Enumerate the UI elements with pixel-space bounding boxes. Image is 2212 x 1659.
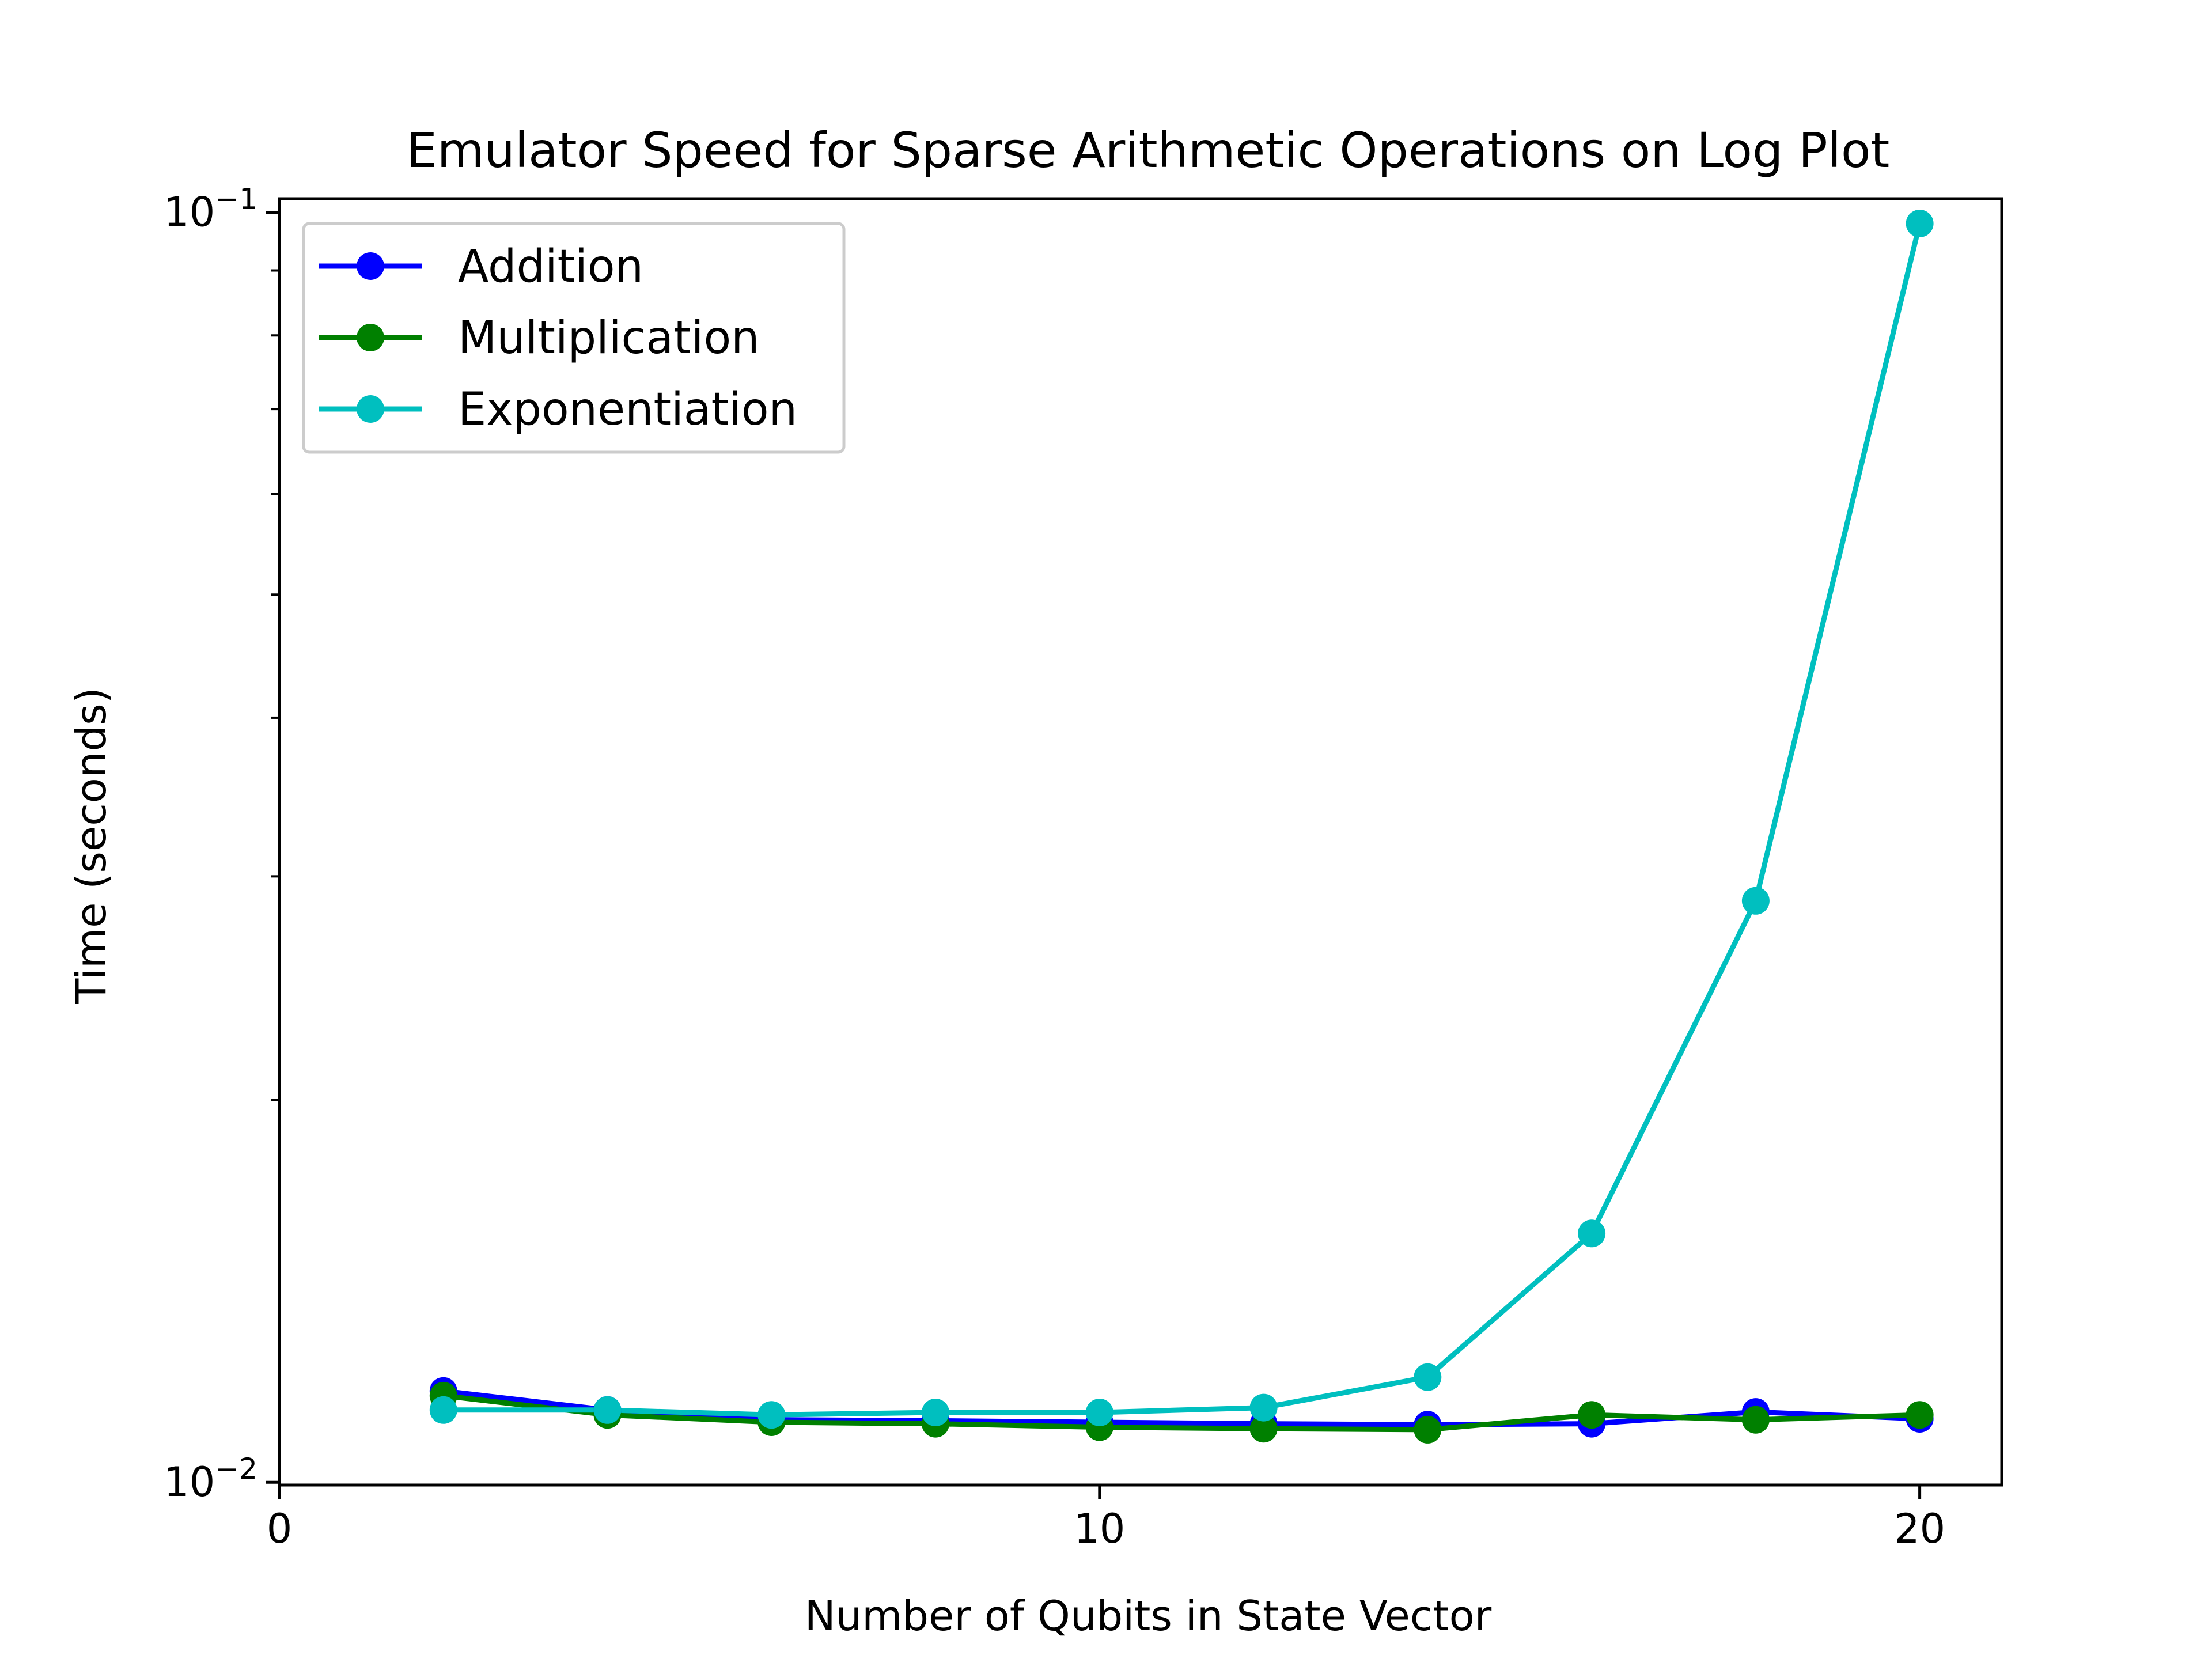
y-axis-label: Time (seconds)	[67, 687, 115, 1005]
data-point-1-7	[1578, 1401, 1606, 1429]
data-point-2-5	[1249, 1393, 1278, 1422]
data-point-1-8	[1741, 1406, 1770, 1434]
data-point-2-3	[922, 1399, 949, 1426]
data-point-1-5	[1249, 1415, 1278, 1443]
legend-frame	[302, 222, 846, 454]
data-point-2-8	[1741, 887, 1770, 915]
x-tick-label-1: 10	[1074, 1505, 1125, 1552]
y-tick-label-1: 10−1	[164, 183, 257, 236]
data-point-1-9	[1906, 1401, 1934, 1429]
data-point-1-6	[1414, 1415, 1442, 1444]
legend: Addition Multiplication Exponentiation	[302, 222, 846, 454]
x-axis-label: Number of Qubits in State Vector	[805, 1592, 1492, 1640]
series-line-2	[443, 222, 1922, 1418]
x-tick-label-0: 0	[267, 1505, 293, 1552]
plot-area: 0 10 20 10−2 10−1	[164, 183, 2003, 1552]
y-tick-label-0: 10−2	[164, 1452, 257, 1506]
series-line-1	[443, 1393, 1920, 1433]
legend-marker-2	[357, 395, 384, 423]
plot-frame	[278, 197, 2003, 1487]
chart-title: Emulator Speed for Sparse Arithmetic Ope…	[407, 122, 1890, 179]
data-point-2-4	[1085, 1399, 1113, 1426]
legend-marker-0	[357, 252, 384, 280]
legend-label-1: Multiplication	[458, 312, 760, 364]
data-point-2-7	[1578, 1219, 1606, 1248]
legend-label-2: Exponentiation	[458, 384, 797, 435]
data-point-2-0	[429, 1396, 457, 1424]
data-point-2-2	[757, 1401, 786, 1429]
x-tick-label-2: 20	[1894, 1505, 1945, 1552]
data-point-2-9	[1906, 210, 1934, 237]
data-point-2-1	[593, 1396, 622, 1424]
legend-marker-1	[357, 324, 384, 351]
data-point-2-6	[1414, 1363, 1442, 1391]
legend-label-0: Addition	[458, 241, 643, 293]
